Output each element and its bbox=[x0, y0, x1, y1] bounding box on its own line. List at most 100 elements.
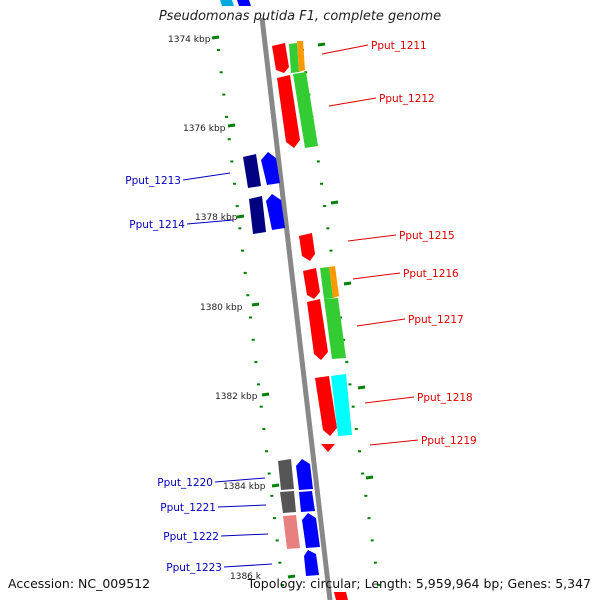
accession-text: Accession: NC_009512 bbox=[8, 576, 151, 591]
track-dot bbox=[367, 517, 371, 520]
gene-arrow-pput-1212 bbox=[277, 75, 300, 148]
track-dot bbox=[230, 160, 234, 163]
kbp-label: 1382 kbp bbox=[215, 392, 258, 402]
gene-arrow-pput-1220 bbox=[296, 459, 313, 490]
gene-leader-line bbox=[347, 234, 397, 242]
gene-label-pput-1213: Pput_1213 bbox=[125, 175, 181, 187]
gene-label-pput-1220: Pput_1220 bbox=[157, 477, 213, 489]
track-dot bbox=[219, 71, 223, 74]
track-dot bbox=[257, 383, 260, 386]
track-dot bbox=[251, 338, 255, 341]
track-dot bbox=[370, 539, 374, 542]
gene-arrow-pput-1217 bbox=[324, 298, 346, 359]
gene-arrow-pput-1220 bbox=[278, 459, 294, 490]
gene-arrow-pput-1213 bbox=[261, 152, 280, 185]
gene-arrow-pput-1221 bbox=[299, 491, 315, 512]
gene-arrow-pput-1222 bbox=[283, 515, 300, 549]
kbp-tick bbox=[357, 385, 366, 390]
gene-label-pput-1216: Pput_1216 bbox=[403, 268, 459, 280]
gene-arrow-pput-1211 bbox=[297, 41, 305, 72]
gene-leader-line bbox=[220, 533, 269, 537]
gene-leader-line bbox=[186, 219, 234, 225]
gene-arrow-pput-1218 bbox=[331, 374, 352, 436]
kbp-label: 1376 kbp bbox=[183, 124, 226, 134]
track-dot bbox=[246, 294, 250, 297]
kbp-label: 1384 kbp bbox=[223, 482, 266, 492]
track-dot bbox=[351, 405, 355, 408]
kbp-label: 1380 kbp bbox=[200, 303, 243, 313]
track-dot bbox=[254, 361, 258, 364]
gene-arrow-partial bbox=[334, 592, 348, 600]
gene-arrow-pput-1223 bbox=[304, 550, 319, 576]
kbp-tick bbox=[317, 42, 326, 47]
kbp-tick bbox=[211, 35, 220, 40]
track-dot bbox=[262, 427, 266, 430]
track-dot bbox=[348, 383, 352, 386]
track-dot bbox=[275, 539, 279, 542]
kbp-label: 1378 kbp bbox=[195, 213, 238, 223]
gene-arrow-pput-1217 bbox=[307, 299, 328, 360]
gene-arrow-pput-1214 bbox=[249, 196, 266, 234]
track-dot bbox=[342, 338, 346, 341]
track-dot bbox=[241, 249, 244, 252]
gene-label-pput-1219: Pput_1219 bbox=[421, 435, 477, 447]
kbp-tick bbox=[365, 475, 374, 480]
gene-arrow-pput-1211 bbox=[289, 43, 299, 73]
gene-leader-line bbox=[321, 44, 369, 55]
track-dot bbox=[354, 427, 358, 430]
track-dot bbox=[267, 472, 271, 475]
genome-backbone bbox=[259, 17, 333, 600]
gene-leader-line bbox=[182, 172, 231, 181]
gene-label-pput-1223: Pput_1223 bbox=[166, 562, 222, 574]
track-dot bbox=[329, 249, 333, 252]
gene-arrow-pput-1219 bbox=[321, 444, 335, 452]
track-dot bbox=[270, 494, 274, 497]
track-dot bbox=[233, 182, 236, 185]
gene-label-pput-1218: Pput_1218 bbox=[417, 392, 473, 404]
track-dot bbox=[358, 450, 361, 453]
gene-arrow-pput-1215 bbox=[299, 233, 315, 261]
track-dot bbox=[345, 361, 349, 364]
track-dot bbox=[225, 115, 228, 118]
gene-arrow-pput-1216 bbox=[329, 266, 339, 298]
genome-summary-text: Topology: circular; Length: 5,959,964 bp… bbox=[247, 576, 591, 591]
track-dot bbox=[281, 584, 284, 586]
gene-leader-line bbox=[369, 439, 419, 446]
gene-arrow-pput-1212 bbox=[293, 72, 318, 148]
kbp-tick bbox=[330, 200, 339, 205]
track-dot bbox=[259, 405, 263, 408]
track-dot bbox=[227, 138, 231, 141]
gene-label-pput-1211: Pput_1211 bbox=[371, 40, 427, 52]
track-dot bbox=[249, 316, 252, 319]
gene-leader-line bbox=[214, 477, 266, 483]
gene-leader-line bbox=[352, 272, 401, 280]
gene-arrow-pput-1218 bbox=[315, 376, 337, 436]
gene-arrow-partial bbox=[237, 0, 251, 6]
kbp-tick bbox=[227, 123, 236, 128]
track-dot bbox=[364, 494, 368, 497]
kbp-tick bbox=[343, 281, 352, 286]
track-dot bbox=[320, 182, 323, 185]
gene-label-pput-1221: Pput_1221 bbox=[160, 502, 216, 514]
gene-arrow-pput-1211 bbox=[272, 43, 289, 73]
track-dot bbox=[278, 561, 282, 564]
gene-arrow-pput-1214 bbox=[266, 194, 285, 230]
gene-label-pput-1212: Pput_1212 bbox=[379, 93, 435, 105]
genome-title: Pseudomonas putida F1, complete genome bbox=[158, 9, 442, 24]
track-dot bbox=[238, 227, 242, 230]
gene-leader-line bbox=[364, 396, 415, 404]
track-dot bbox=[361, 472, 365, 475]
gene-arrow-pput-1222 bbox=[302, 513, 320, 548]
track-dot bbox=[222, 93, 226, 96]
kbp-tick bbox=[251, 302, 260, 307]
track-dot bbox=[326, 227, 330, 230]
gene-leader-line bbox=[328, 97, 377, 107]
gene-label-pput-1217: Pput_1217 bbox=[408, 314, 464, 326]
track-dot bbox=[243, 271, 247, 274]
gene-leader-line bbox=[356, 318, 406, 327]
track-dot bbox=[265, 450, 268, 453]
gene-leader-line bbox=[223, 563, 273, 568]
kbp-tick bbox=[287, 574, 296, 579]
